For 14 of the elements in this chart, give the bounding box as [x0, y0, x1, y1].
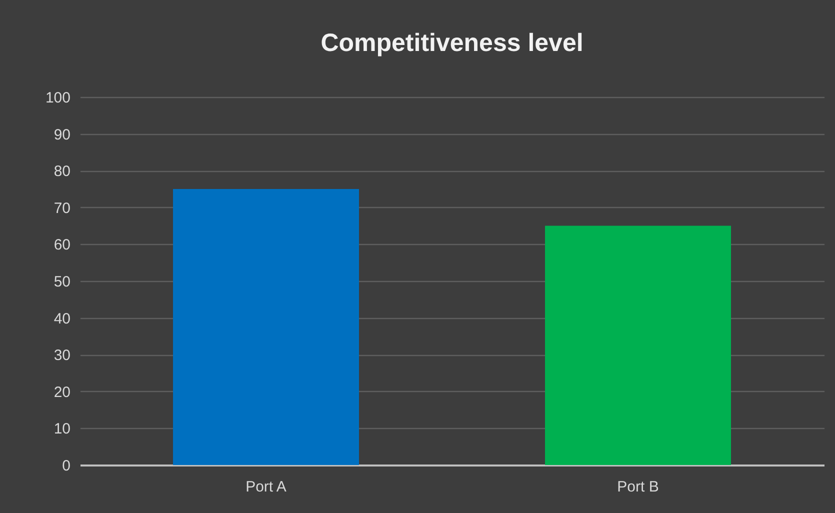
y-tick-label: 30: [54, 347, 70, 364]
y-tick-label: 20: [54, 384, 70, 401]
y-tick-label: 60: [54, 236, 70, 254]
chart-title: Competitiveness level: [320, 29, 584, 57]
y-tick-label: 50: [54, 274, 70, 290]
x-tick-label: Port A: [246, 478, 286, 496]
y-tick-label: 90: [54, 126, 70, 144]
y-tick-label: 80: [54, 163, 70, 180]
y-tick-label: 10: [54, 420, 70, 438]
y-tick-label: 100: [45, 90, 70, 106]
y-tick-label: 70: [54, 200, 70, 217]
y-tick-label: 40: [54, 310, 70, 328]
x-tick-label: Port B: [617, 478, 659, 496]
y-tick-label: 0: [62, 458, 70, 474]
